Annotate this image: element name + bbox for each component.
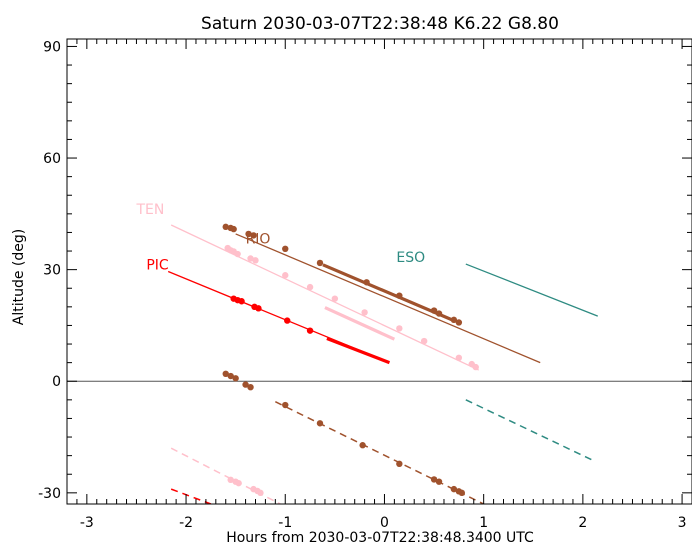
series-rio-point [230, 225, 237, 233]
plot-frame [66, 38, 692, 505]
series-rio-point [450, 485, 458, 493]
series-pic-thick-segment [326, 336, 390, 365]
series-eso-line [465, 263, 598, 317]
series-ten-point [361, 309, 368, 316]
x-tick-label: 0 [380, 515, 389, 531]
series-ten-point [396, 325, 403, 332]
series-group: TEN RIO PIC ESO [67, 202, 692, 504]
series-pic-point [306, 327, 314, 334]
series-ten-point [234, 250, 241, 258]
series-ten-point [282, 272, 289, 279]
y-tick-label: 30 [43, 263, 61, 279]
series-pic-point [284, 317, 291, 324]
series-ten-point [227, 476, 234, 484]
plot-area: TEN RIO PIC ESO [67, 202, 692, 504]
series-ten-point [252, 257, 259, 264]
series-rio-point [435, 478, 443, 485]
y-tick-label: 90 [43, 39, 61, 55]
series-ten-point [235, 479, 242, 487]
series-rio-point [450, 316, 458, 324]
series-rio-below-horizon-line [275, 401, 484, 504]
series-rio-point [359, 442, 366, 449]
series-rio-point [247, 383, 254, 391]
y-tick-label: -30 [38, 486, 61, 502]
series-ten-line [170, 224, 479, 371]
x-tick-label: 2 [578, 515, 587, 531]
series-rio-point [396, 292, 403, 299]
series-ten-thick-segment [324, 306, 396, 341]
series-ten-label: TEN [135, 202, 164, 218]
y-tick-label: 0 [52, 374, 61, 390]
series-ten-point [420, 337, 428, 345]
x-tick-label: -3 [80, 515, 94, 531]
x-tick-label: 3 [678, 515, 687, 531]
series-ten-point [331, 295, 339, 302]
series-pic-below-horizon-line [170, 488, 212, 504]
series-rio-point [455, 319, 463, 326]
series-rio-point [250, 232, 257, 239]
series-rio-point [396, 460, 403, 468]
series-rio-point [227, 372, 234, 380]
series-ten-point [247, 255, 254, 262]
series-eso-below-horizon-line [465, 399, 596, 462]
series-rio-point [222, 223, 229, 231]
x-tick-label: 1 [479, 515, 488, 531]
chart-title: Saturn 2030-03-07T22:38:48 K6.22 G8.80 [201, 14, 559, 34]
series-rio-point [242, 381, 249, 388]
series-pic-label: PIC [146, 258, 169, 274]
series-rio-point [316, 420, 324, 427]
series-rio-point [458, 489, 466, 497]
series-rio-point [363, 279, 370, 286]
series-rio-line [235, 233, 541, 364]
series-rio-point [316, 259, 324, 267]
series-rio-point [430, 476, 438, 483]
y-axis-label: Altitude (deg) [11, 229, 27, 325]
series-ten-point [306, 283, 314, 291]
series-rio-point [245, 230, 252, 238]
series-ten-point [257, 489, 264, 497]
series-rio-point [222, 370, 229, 377]
x-tick-label: -1 [278, 515, 292, 531]
series-ten-point [472, 363, 479, 371]
y-tick-label: 60 [43, 151, 61, 167]
series-rio-point [232, 375, 239, 382]
series-pic-point [238, 298, 245, 305]
series-eso-label: ESO [396, 250, 425, 266]
series-rio-point [430, 307, 438, 314]
axes: -3 -2 -1 0 1 2 3 -30 0 30 60 90 [38, 38, 692, 531]
series-ten-point [455, 354, 463, 362]
series-rio-point [282, 245, 289, 253]
series-rio-label: RIO [246, 232, 271, 248]
series-pic-point [255, 305, 262, 312]
x-tick-label: -2 [179, 515, 193, 531]
series-rio-point [435, 310, 443, 317]
series-rio-point [282, 401, 289, 409]
x-axis-label: Hours from 2030-03-07T22:38:48.3400 UTC [226, 530, 534, 545]
